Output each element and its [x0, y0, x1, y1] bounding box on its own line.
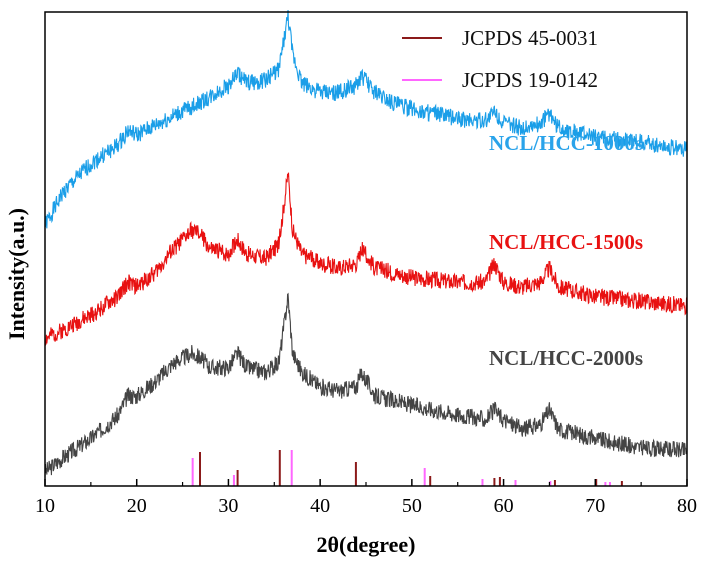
x-tick-label: 60: [494, 495, 514, 517]
x-tick-label: 10: [35, 495, 55, 517]
series-labels: NCL/HCC-1000s NCL/HCC-1500s NCL/HCC-2000s: [489, 131, 643, 370]
series-label-2: NCL/HCC-1500s: [489, 230, 643, 254]
series-label-3: NCL/HCC-2000s: [489, 346, 643, 370]
legend: JCPDS 45-0031 JCPDS 19-0142: [402, 26, 598, 92]
x-tick-label: 20: [127, 495, 147, 517]
series-line-2: [44, 172, 688, 347]
legend-label-2: JCPDS 19-0142: [462, 68, 598, 92]
x-tick-label: 30: [218, 495, 238, 517]
x-tick-label: 80: [677, 495, 697, 517]
x-tick-label: 50: [402, 495, 422, 517]
x-ticks: 10 20 30 40 50 60 70 80: [35, 479, 697, 517]
x-tick-label: 70: [585, 495, 605, 517]
x-axis-title: 2θ(degree): [316, 532, 415, 557]
legend-label-1: JCPDS 45-0031: [462, 26, 598, 50]
reference-lines: [191, 450, 623, 486]
y-axis-title: Intensity(a.u.): [4, 208, 29, 340]
x-tick-label: 40: [310, 495, 330, 517]
series-line-3: [44, 292, 688, 477]
series-label-1: NCL/HCC-1000s: [489, 131, 643, 155]
series-line-1: [44, 9, 688, 229]
series-lines: [44, 9, 688, 477]
